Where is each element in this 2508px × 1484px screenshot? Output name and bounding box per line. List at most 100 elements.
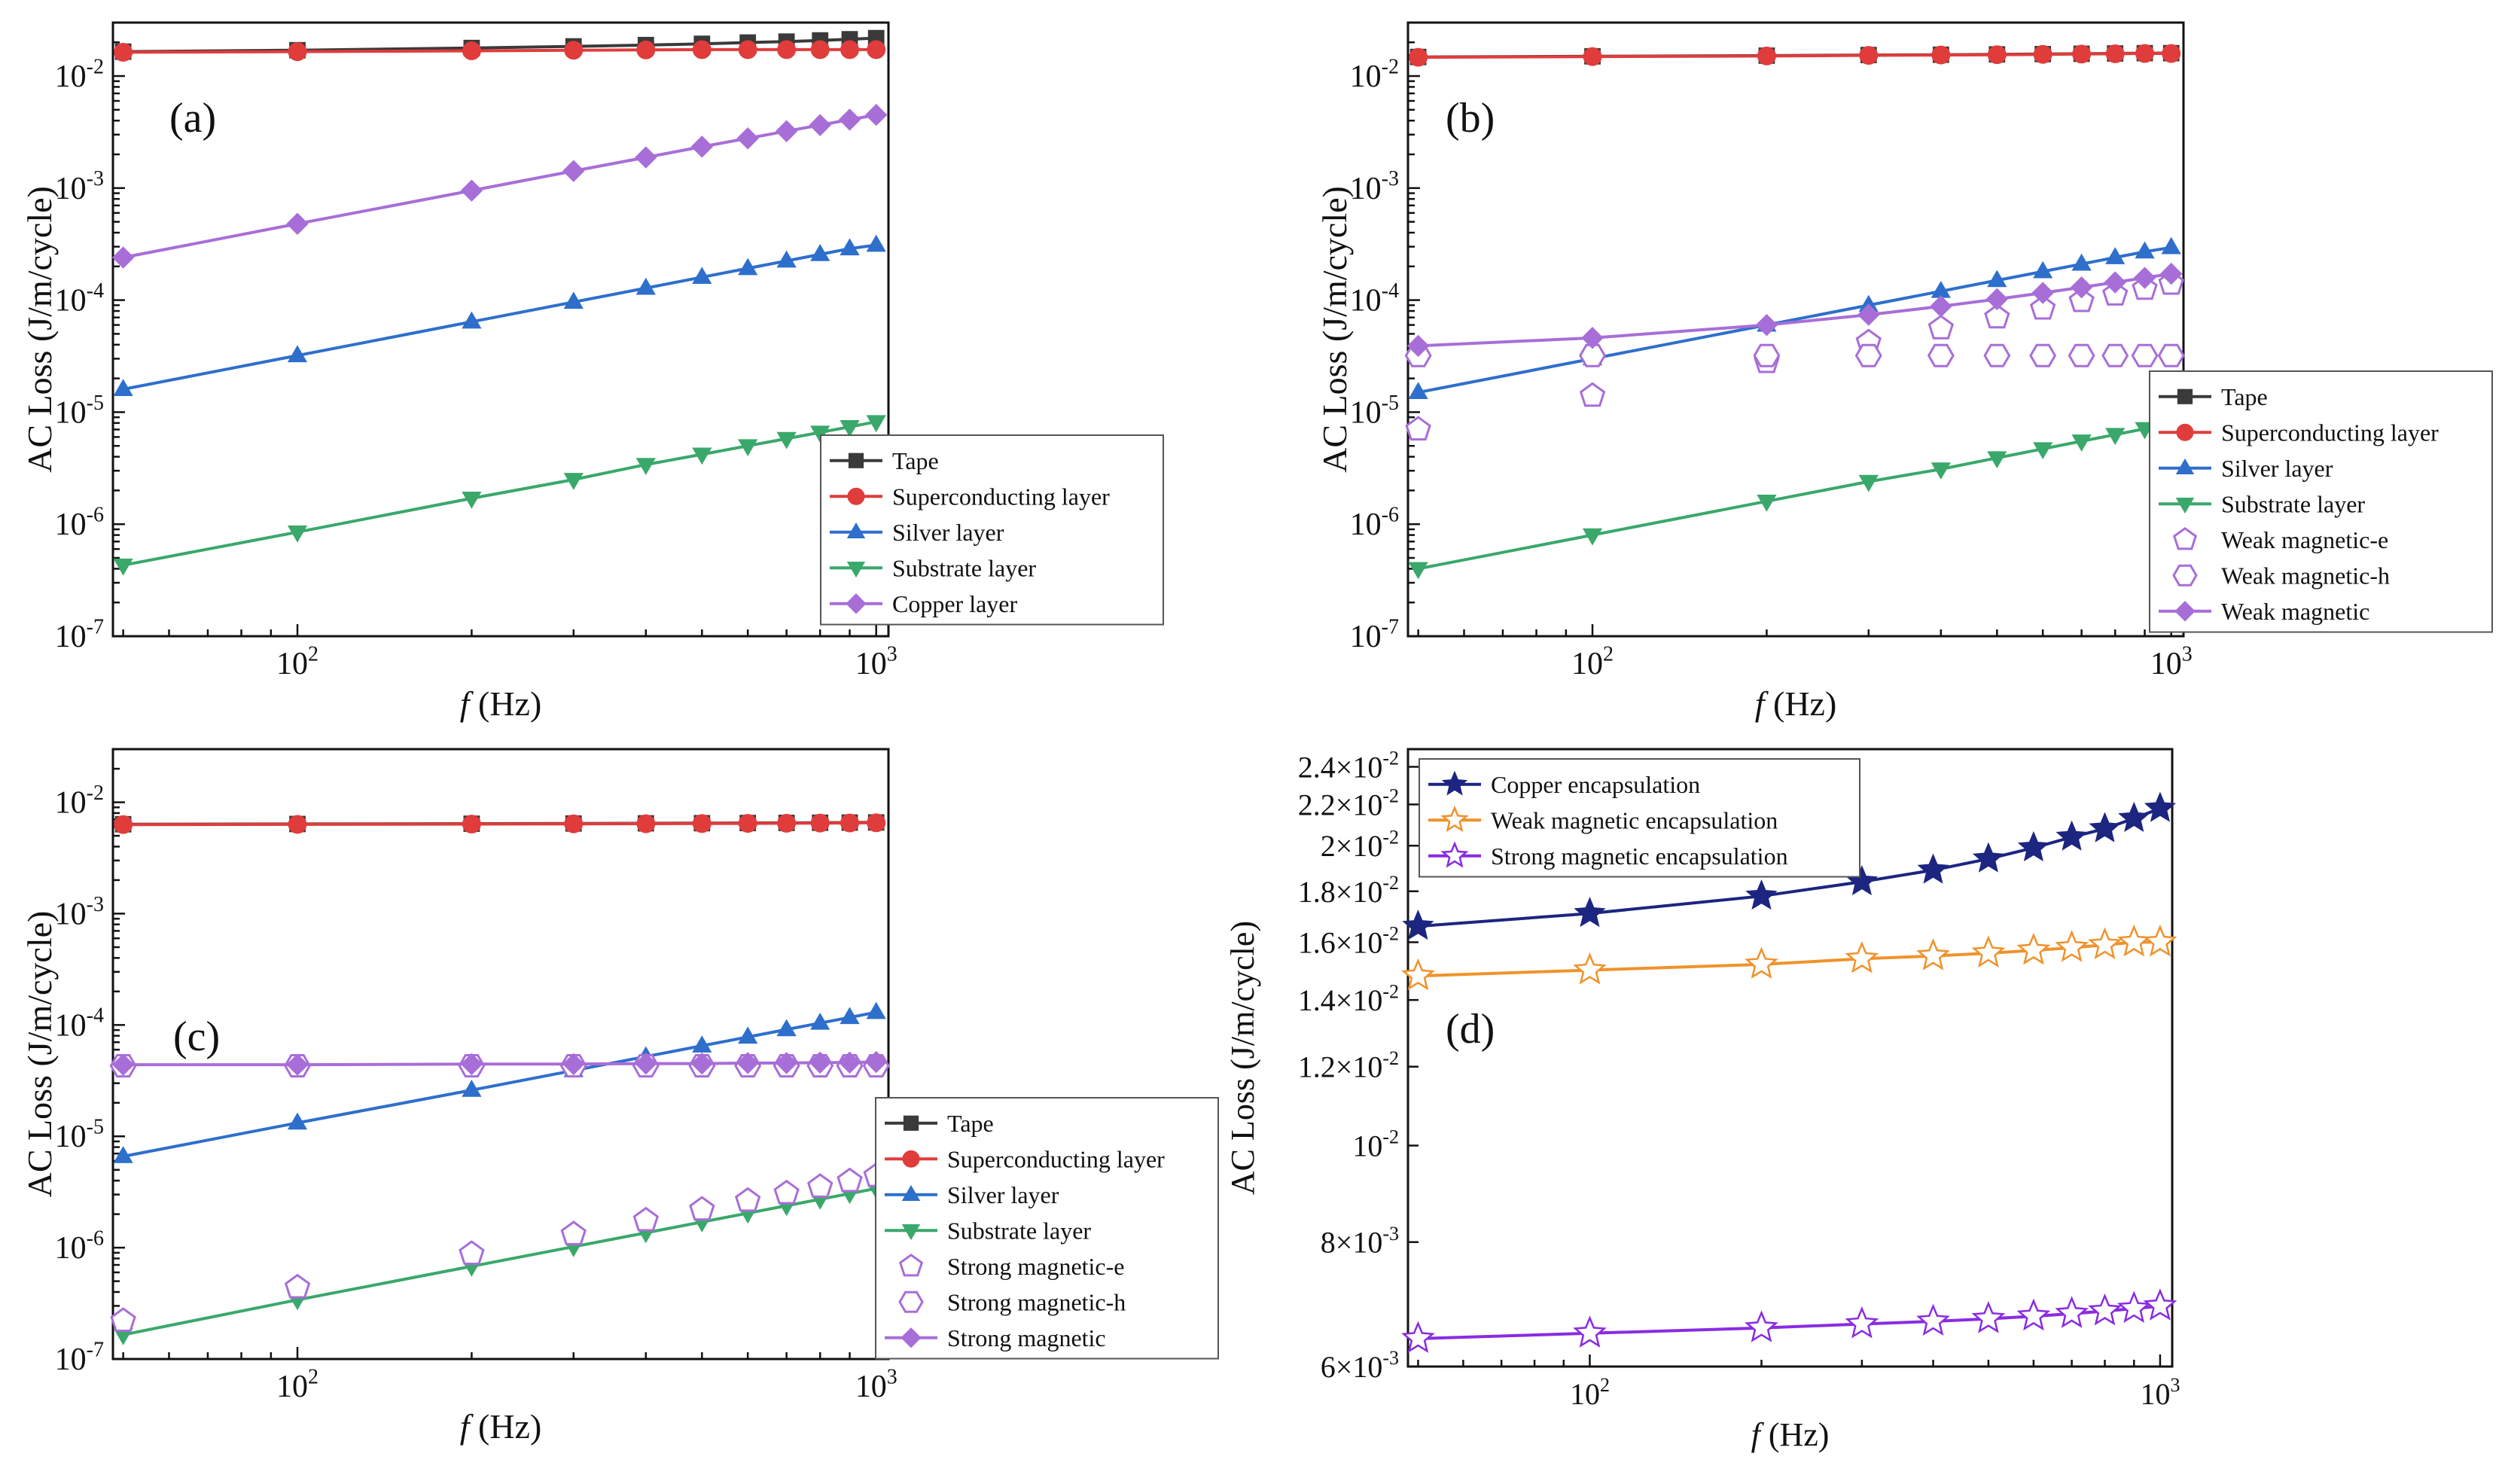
data-point <box>1858 474 1879 492</box>
data-point <box>564 814 584 833</box>
data-point <box>736 127 759 150</box>
data-point <box>1573 952 1607 985</box>
legend-marker <box>901 1327 922 1348</box>
legend-item: Tape <box>2159 383 2268 410</box>
x-tick-label-base: 10 <box>855 1370 887 1404</box>
x-axis: 102 103 <box>122 1347 897 1404</box>
y-tick-label-exp: -2 <box>1382 55 1399 78</box>
legend-box <box>1419 758 1860 878</box>
data-point <box>1916 1303 1950 1336</box>
legend-label: Weak magnetic encapsulation <box>1491 806 1778 833</box>
series-line <box>123 1187 877 1336</box>
data-point <box>2161 236 2181 254</box>
panel-label: (a) <box>169 95 216 142</box>
data-point <box>2055 930 2089 962</box>
data-point <box>1581 327 1604 349</box>
y-tick-label: 10-6 <box>55 504 104 543</box>
legend-item: Superconducting layer <box>2159 419 2439 446</box>
data-point <box>459 1240 485 1265</box>
legend-item: Weak magnetic-e <box>2172 526 2388 553</box>
y-tick-label-exp: -7 <box>87 1338 104 1361</box>
x-axis-title-unit: (Hz) <box>470 684 542 723</box>
x-tick-label-exp: 3 <box>887 1365 897 1388</box>
data-point <box>2016 1298 2051 1331</box>
y-tick-label: 6×10-3 <box>1321 1347 1399 1384</box>
data-point <box>773 1179 800 1205</box>
x-tick-label: 103 <box>855 1365 897 1404</box>
legend-label: Substrate layer <box>892 554 1036 581</box>
y-tick-label: 10-2 <box>1352 1126 1399 1163</box>
data-point <box>1409 47 1428 67</box>
y-tick-label-base: 10 <box>55 59 87 94</box>
data-point <box>1401 1321 1435 1353</box>
data-point <box>1927 343 1955 367</box>
x-axis: 102 103 <box>122 624 897 681</box>
legend-box <box>820 434 1164 626</box>
y-tick-label-base: 10 <box>55 897 87 931</box>
y-tick-label-exp: -6 <box>87 504 104 527</box>
data-point <box>2089 812 2121 843</box>
data-point <box>692 814 712 833</box>
data-point <box>563 473 584 490</box>
data-point <box>284 1273 311 1299</box>
y-tick-label-base: 2×10 <box>1321 829 1383 863</box>
series-weak-magnetic-encapsulation <box>1401 924 2177 991</box>
data-point <box>2116 924 2151 957</box>
y-tick-label-exp: -4 <box>87 279 104 303</box>
data-point <box>807 1173 833 1198</box>
series-strong-magnetic-encapsulation <box>1401 1288 2177 1353</box>
legend-item: Strong magnetic <box>885 1324 1106 1351</box>
y-tick-label-exp: -3 <box>87 893 104 916</box>
data-point <box>1857 303 1880 326</box>
data-point <box>1971 935 2006 968</box>
data-point <box>636 814 656 833</box>
y-axis-title: AC Loss (J/m/cycle) <box>1315 186 1354 473</box>
legend-label: Copper encapsulation <box>1491 771 1700 798</box>
x-axis-title: f (Hz) <box>460 1407 542 1446</box>
data-point <box>775 120 798 142</box>
data-point <box>736 1052 759 1074</box>
x-tick-label: 103 <box>2140 1374 2180 1411</box>
y-axis-title: AC Loss (J/m/cycle) <box>20 911 59 1198</box>
series-line <box>123 1010 877 1158</box>
legend-item: Copper encapsulation <box>1428 770 1700 798</box>
y-tick-label-exp: -2 <box>1382 748 1399 769</box>
data-point <box>866 415 886 433</box>
y-tick-label-base: 6×10 <box>1321 1350 1383 1384</box>
data-point <box>738 814 757 833</box>
data-point <box>2143 1288 2177 1321</box>
y-axis: 10-710-610-510-410-310-2 <box>55 748 125 1377</box>
data-point <box>1582 528 1603 546</box>
y-tick-label: 10-5 <box>55 1116 104 1155</box>
legend-marker <box>2174 601 2196 622</box>
data-point <box>1987 45 2007 65</box>
panel-label: (b) <box>1446 95 1495 142</box>
y-tick-label: 10-7 <box>1350 615 1399 654</box>
data-point <box>734 1187 761 1212</box>
data-point <box>2071 253 2092 271</box>
series-line <box>123 243 876 391</box>
data-point <box>2105 428 2126 446</box>
series-weak-magnetic-e <box>1405 270 2184 441</box>
data-point <box>562 160 585 182</box>
data-point <box>286 1053 309 1076</box>
data-point <box>866 1001 886 1019</box>
legend-label: Tape <box>892 447 939 474</box>
data-point <box>1916 938 1950 971</box>
data-point <box>2144 791 2177 822</box>
data-point <box>462 492 482 509</box>
data-point <box>2101 343 2129 367</box>
x-tick-label-exp: 3 <box>2170 1374 2180 1396</box>
legend-marker <box>2175 498 2195 514</box>
legend-label: Weak magnetic-h <box>2221 562 2390 589</box>
series-silver-layer <box>1408 236 2181 400</box>
y-tick-label: 1.2×10-2 <box>1298 1047 1399 1084</box>
x-axis-title: f (Hz) <box>1751 1416 1830 1453</box>
x-tick-label-base: 10 <box>2140 1377 2170 1411</box>
y-tick-label: 10-2 <box>55 55 104 94</box>
y-tick-label-exp: -2 <box>1382 1126 1399 1148</box>
data-point <box>1408 562 1428 580</box>
legend-marker <box>1440 841 1469 868</box>
data-point <box>809 1051 831 1074</box>
